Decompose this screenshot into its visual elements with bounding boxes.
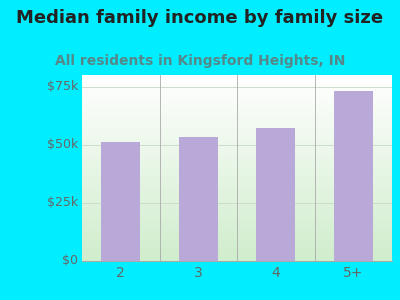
Text: All residents in Kingsford Heights, IN: All residents in Kingsford Heights, IN [55, 54, 345, 68]
Text: $50k: $50k [47, 138, 78, 151]
Text: $25k: $25k [47, 196, 78, 209]
Text: Median family income by family size: Median family income by family size [16, 9, 384, 27]
Bar [101, 142, 140, 261]
Text: $75k: $75k [47, 80, 78, 93]
Bar [179, 136, 218, 261]
Bar [256, 128, 295, 261]
Bar [334, 91, 373, 261]
Text: $0: $0 [62, 254, 78, 268]
